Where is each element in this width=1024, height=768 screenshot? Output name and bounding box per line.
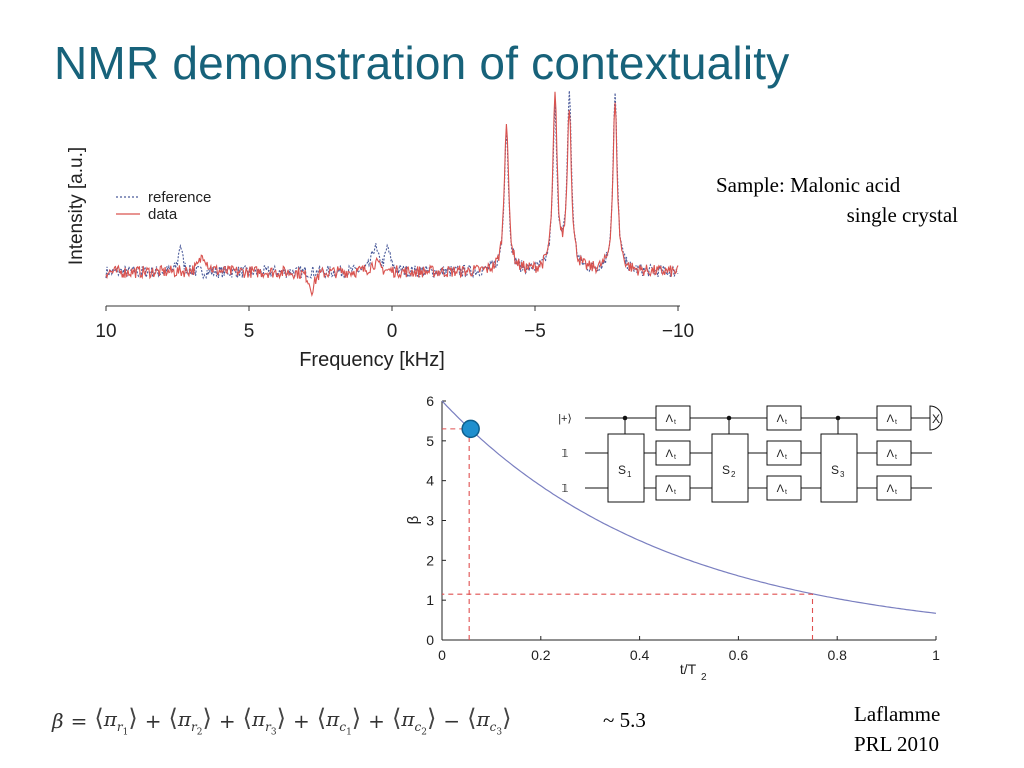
- x-axis-label: Frequency [kHz]: [299, 349, 445, 371]
- formula-sign: +: [218, 709, 236, 733]
- formula-sign: +: [368, 709, 385, 733]
- lambda-label: Λ: [887, 448, 895, 460]
- x-tick-label: 0.8: [827, 647, 847, 663]
- lambda-label: Λ: [666, 448, 674, 460]
- citation: Laflamme PRL 2010: [854, 699, 940, 759]
- sample-note: Sample: Malonic acid single crystal: [716, 170, 958, 230]
- lambda-gate: [655, 440, 691, 466]
- lambda-gate: [655, 405, 691, 431]
- s-block-label: S: [831, 463, 839, 477]
- x-axis-label-sub: 2: [701, 672, 707, 683]
- y-tick-label: 6: [426, 393, 434, 409]
- lambda-label: Λ: [666, 413, 674, 425]
- lambda-gate: [876, 405, 912, 431]
- marker-point: [461, 419, 480, 439]
- lambda-label: Λ: [777, 413, 785, 425]
- legend-data-label: data: [148, 206, 178, 223]
- lambda-gate: [876, 440, 912, 466]
- beta-formula: β = ⟨πr1⟩ + ⟨πr2⟩ + ⟨πr3⟩ + ⟨πc1⟩ + ⟨πc2⟩ − ⟨πc3⟩: [52, 703, 511, 739]
- formula-term: ⟨πr1⟩: [94, 704, 138, 738]
- input-label: 𝟙: [562, 483, 569, 495]
- y-tick-label: 3: [426, 513, 434, 529]
- s-block: [711, 433, 749, 503]
- citation-author: Laflamme: [854, 702, 941, 726]
- y-tick-label: 0: [426, 632, 434, 648]
- x-tick-label: 0.2: [531, 647, 551, 663]
- control-dot: [726, 415, 732, 421]
- x-tick-label: 1: [932, 647, 940, 663]
- x-tick-label: 10: [95, 321, 116, 342]
- sample-line-2: single crystal: [846, 203, 958, 227]
- s-block-label: S: [722, 463, 730, 477]
- lambda-gate: [766, 440, 802, 466]
- x-tick-label: −5: [524, 321, 546, 342]
- s-block: [607, 433, 645, 503]
- formula-sign: +: [293, 709, 310, 733]
- lambda-sub: t: [674, 419, 676, 426]
- s-block-index: 3: [840, 470, 845, 479]
- formula-sign: +: [144, 709, 162, 733]
- sample-line-1: Sample: Malonic acid: [716, 173, 901, 197]
- x-tick-label: 0.4: [630, 647, 650, 663]
- y-axis-label: β: [405, 515, 422, 524]
- y-tick-label: 2: [426, 552, 434, 568]
- legend-reference-label: reference: [148, 189, 211, 206]
- formula-term: ⟨πc1⟩: [316, 704, 362, 738]
- y-tick-label: 1: [426, 592, 434, 608]
- lambda-sub: t: [895, 419, 897, 426]
- series-data-line: [105, 91, 679, 297]
- formula-term: ⟨πr3⟩: [242, 704, 287, 738]
- lambda-sub: t: [785, 454, 787, 461]
- lambda-gate: [655, 475, 691, 501]
- formula-sign: =: [70, 709, 88, 733]
- input-label: 𝟙: [562, 448, 569, 460]
- control-dot: [835, 415, 841, 421]
- formula-term: ⟨πc3⟩: [467, 704, 512, 738]
- lambda-gate: [766, 405, 802, 431]
- lambda-sub: t: [895, 454, 897, 461]
- s-block: [820, 433, 858, 503]
- x-axis-label: t/T: [680, 661, 697, 677]
- s-block-index: 1: [627, 470, 632, 479]
- lambda-sub: t: [895, 489, 897, 496]
- dashed-guide: [442, 593, 814, 640]
- lambda-gate: [876, 475, 912, 501]
- approx-value: ~ 5.3: [603, 708, 646, 732]
- formula-term: ⟨πc2⟩: [391, 704, 437, 738]
- lambda-label: Λ: [777, 483, 785, 495]
- formula-term: ⟨πr2⟩: [168, 704, 212, 738]
- lambda-sub: t: [674, 454, 676, 461]
- input-label: |+⟩: [558, 413, 572, 425]
- s-block-label: S: [618, 463, 626, 477]
- lambda-sub: t: [785, 419, 787, 426]
- x-tick-label: −10: [662, 321, 694, 342]
- formula-sign: −: [443, 709, 461, 733]
- lambda-label: Λ: [887, 413, 895, 425]
- x-tick-label: 0: [438, 647, 446, 663]
- citation-journal: PRL 2010: [854, 732, 939, 756]
- lambda-label: Λ: [666, 483, 674, 495]
- lambda-label: Λ: [777, 448, 785, 460]
- lambda-sub: t: [674, 489, 676, 496]
- slide-title: NMR demonstration of contextuality: [54, 37, 790, 89]
- y-axis-label: Intensity [a.u.]: [66, 147, 87, 265]
- control-dot: [622, 415, 628, 421]
- series-reference-line: [105, 90, 679, 280]
- x-tick-label: 0: [387, 321, 398, 342]
- formula-lhs: β: [52, 709, 64, 733]
- x-tick-label: 0.6: [729, 647, 749, 663]
- measure-label: X: [932, 412, 940, 426]
- lambda-label: Λ: [887, 483, 895, 495]
- measure-gate: [929, 405, 943, 431]
- lambda-gate: [766, 475, 802, 501]
- x-tick-label: 5: [244, 321, 255, 342]
- y-tick-label: 5: [426, 433, 434, 449]
- y-tick-label: 4: [426, 473, 434, 489]
- lambda-sub: t: [785, 489, 787, 496]
- s-block-index: 2: [731, 470, 736, 479]
- beta-curve: [441, 400, 937, 614]
